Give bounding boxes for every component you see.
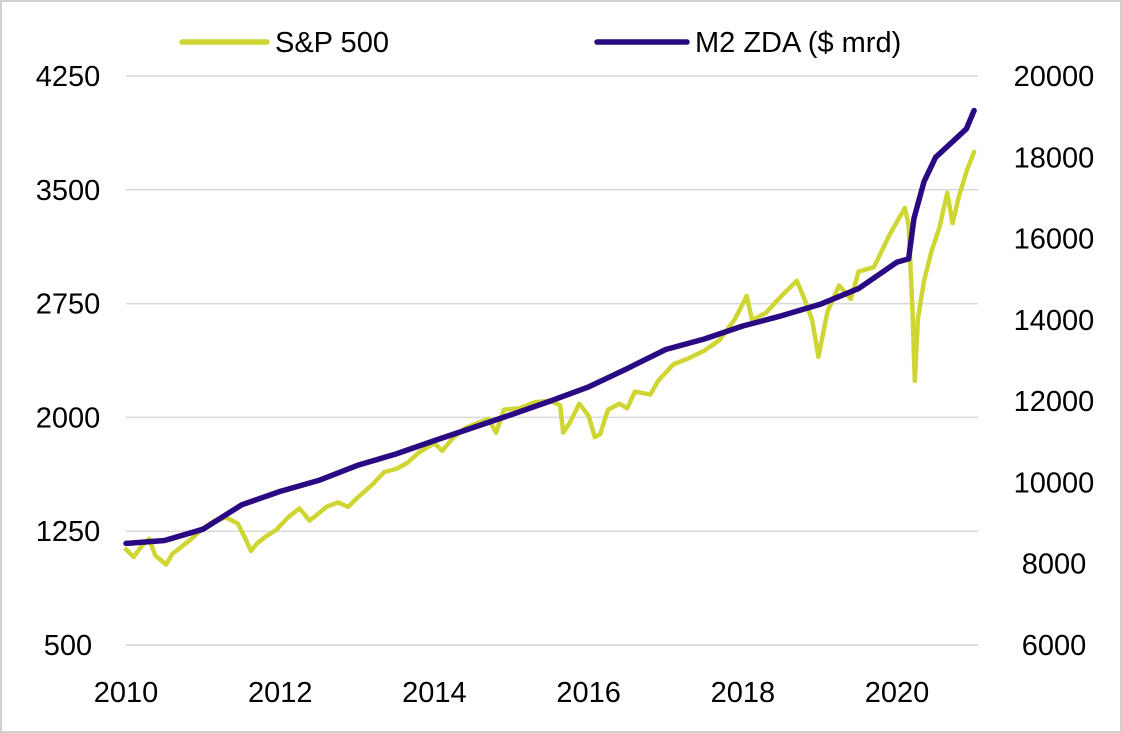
left-axis-tick-label: 3500 — [36, 175, 101, 207]
left-axis-tick-label: 1250 — [36, 516, 101, 548]
left-axis-tick-label: 4250 — [36, 61, 101, 93]
legend-label: M2 ZDA ($ mrd) — [695, 27, 901, 59]
x-axis-tick-label: 2012 — [248, 677, 313, 709]
right-axis-tick-label: 10000 — [1014, 467, 1095, 499]
right-axis-tick-label: 6000 — [1022, 630, 1087, 662]
series-lines — [123, 107, 977, 567]
series-line-sp500 — [123, 149, 977, 567]
x-axis-tick-label: 2016 — [556, 677, 621, 709]
right-axis-tick-label: 16000 — [1014, 224, 1095, 256]
left-axis-tick-label: 500 — [44, 630, 92, 662]
right-axis-tick-label: 14000 — [1014, 305, 1095, 337]
x-axis-tick-label: 2010 — [94, 677, 159, 709]
x-axis-tick-label: 2014 — [402, 677, 467, 709]
legend: S&P 500 M2 ZDA ($ mrd) — [179, 27, 901, 59]
legend-label: S&P 500 — [275, 27, 389, 59]
x-axis-ticks: 2010 2012 2014 2016 2018 2020 — [94, 677, 930, 709]
right-axis-tick-label: 18000 — [1014, 142, 1095, 174]
x-axis-tick-label: 2020 — [865, 677, 930, 709]
left-axis-tick-label: 2000 — [36, 402, 101, 434]
gridlines — [126, 75, 978, 646]
series-line-m2 — [123, 107, 977, 547]
left-axis-ticks: 500 1250 2000 2750 3500 4250 — [36, 61, 101, 662]
right-axis-tick-label: 8000 — [1022, 549, 1087, 581]
x-axis-tick-label: 2018 — [711, 677, 776, 709]
left-axis-tick-label: 2750 — [36, 289, 101, 321]
right-axis-tick-label: 12000 — [1014, 386, 1095, 418]
right-axis-tick-label: 20000 — [1014, 61, 1095, 93]
right-axis-ticks: 6000 8000 10000 12000 14000 16000 18000 20000 — [1014, 61, 1095, 662]
